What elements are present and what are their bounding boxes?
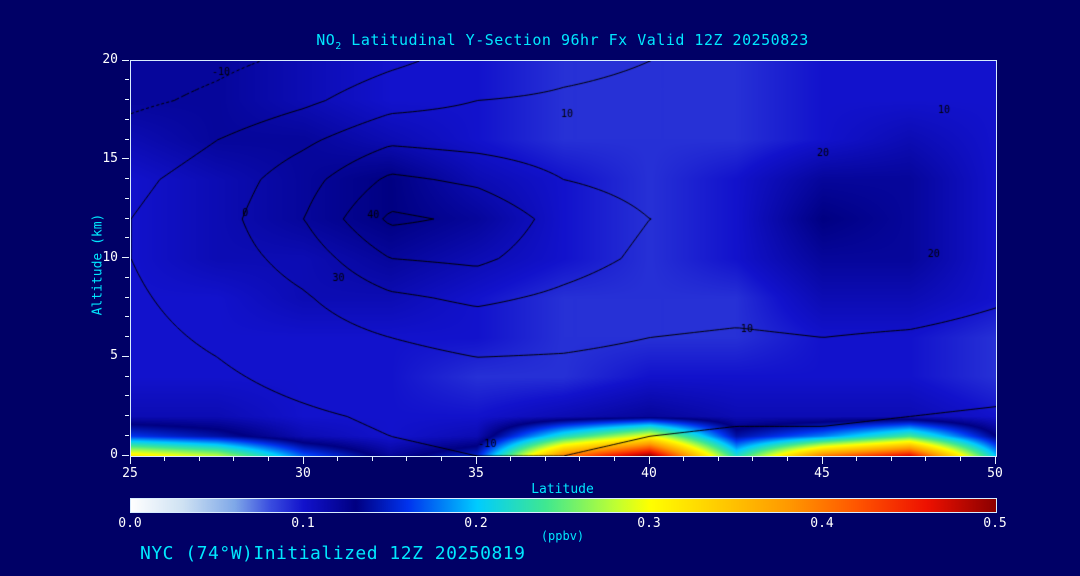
y-minor-tick bbox=[125, 178, 129, 179]
x-minor-tick bbox=[856, 457, 858, 461]
x-tick-label: 40 bbox=[641, 466, 657, 481]
y-minor-tick bbox=[125, 336, 129, 337]
x-major-tick bbox=[302, 457, 304, 464]
x-minor-tick bbox=[406, 457, 408, 461]
x-minor-tick bbox=[198, 457, 200, 461]
y-minor-tick bbox=[125, 118, 129, 120]
x-tick-label: 30 bbox=[295, 466, 311, 481]
x-tick-label: 50 bbox=[987, 466, 1003, 481]
x-minor-tick bbox=[890, 457, 892, 461]
x-tick-label: 35 bbox=[468, 466, 484, 481]
x-minor-tick bbox=[925, 457, 927, 461]
y-minor-tick bbox=[125, 138, 129, 140]
chart-title: NO2 Latitudinal Y-Section 96hr Fx Valid … bbox=[130, 31, 995, 52]
y-minor-tick bbox=[125, 415, 129, 416]
x-major-tick bbox=[994, 457, 996, 464]
y-axis-label: Altitude (km) bbox=[90, 213, 106, 316]
colorbar-tick-label: 0.1 bbox=[291, 516, 315, 531]
init-info-text: NYC (74°W)Initialized 12Z 20250819 bbox=[140, 543, 526, 564]
y-tick-label: 15 bbox=[102, 150, 118, 166]
x-major-tick bbox=[129, 457, 131, 464]
y-minor-tick bbox=[125, 395, 129, 397]
colorbar bbox=[130, 498, 997, 513]
y-minor-tick bbox=[125, 217, 129, 219]
colorbar-tick-label: 0.3 bbox=[637, 516, 661, 531]
y-major-tick bbox=[122, 257, 129, 258]
chart-title-rest: Latitudinal Y-Section 96hr Fx Valid 12Z … bbox=[341, 31, 809, 49]
y-major-tick bbox=[122, 355, 129, 357]
x-minor-tick bbox=[786, 457, 788, 461]
x-minor-tick bbox=[613, 457, 615, 461]
x-minor-tick bbox=[337, 457, 339, 461]
y-minor-tick bbox=[125, 197, 129, 199]
x-minor-tick bbox=[267, 457, 269, 461]
colorbar-tick-label: 0.4 bbox=[810, 516, 834, 531]
x-tick-label: 25 bbox=[122, 466, 138, 481]
y-minor-tick bbox=[125, 316, 129, 318]
x-minor-tick bbox=[752, 457, 754, 461]
y-major-tick bbox=[122, 454, 129, 456]
x-axis-label: Latitude bbox=[531, 482, 594, 497]
x-major-tick bbox=[821, 457, 823, 464]
y-major-tick bbox=[122, 158, 129, 160]
colorbar-units: (ppbv) bbox=[540, 529, 585, 543]
y-tick-label: 5 bbox=[110, 348, 118, 364]
x-major-tick bbox=[475, 457, 477, 464]
y-tick-label: 10 bbox=[102, 249, 118, 265]
x-minor-tick bbox=[959, 457, 961, 461]
y-tick-label: 0 bbox=[110, 447, 118, 462]
x-tick-label: 45 bbox=[814, 466, 830, 481]
x-major-tick bbox=[648, 457, 650, 464]
colorbar-tick-label: 0.2 bbox=[464, 516, 488, 531]
x-minor-tick bbox=[544, 457, 546, 461]
x-minor-tick bbox=[233, 457, 235, 461]
chart-title-subscript: 2 bbox=[335, 41, 342, 52]
y-minor-tick bbox=[125, 434, 129, 436]
colorbar-tick-label: 0.0 bbox=[118, 516, 142, 531]
y-major-tick bbox=[122, 59, 129, 61]
x-minor-tick bbox=[683, 457, 685, 461]
y-minor-tick bbox=[125, 237, 129, 239]
y-minor-tick bbox=[125, 375, 129, 377]
y-minor-tick bbox=[125, 276, 129, 278]
x-minor-tick bbox=[440, 457, 442, 461]
x-minor-tick bbox=[579, 457, 581, 461]
x-minor-tick bbox=[717, 457, 719, 461]
y-minor-tick bbox=[125, 296, 129, 298]
contour-heatmap-canvas bbox=[130, 60, 997, 457]
x-minor-tick bbox=[371, 457, 373, 461]
colorbar-tick-label: 0.5 bbox=[983, 516, 1007, 531]
y-minor-tick bbox=[125, 99, 129, 100]
chart-title-prefix: NO bbox=[316, 31, 336, 49]
y-minor-tick bbox=[125, 79, 129, 81]
x-minor-tick bbox=[164, 457, 166, 461]
x-minor-tick bbox=[510, 457, 512, 461]
y-tick-label: 20 bbox=[102, 52, 118, 67]
